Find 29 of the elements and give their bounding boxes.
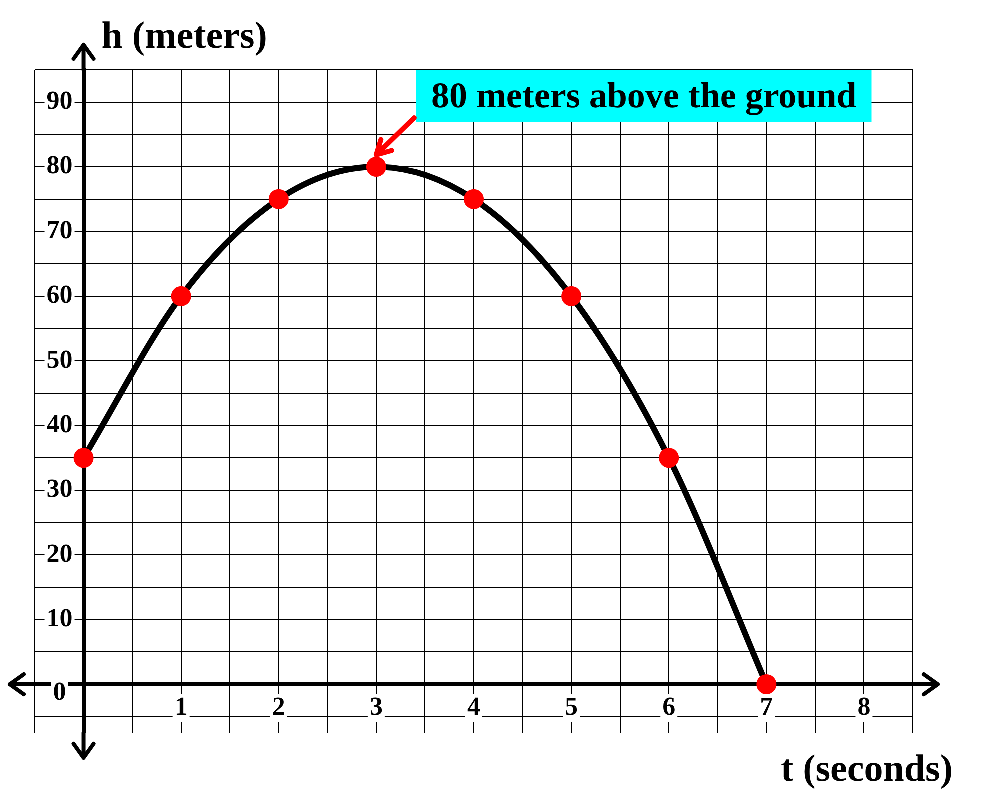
x-tick-label: 2 [272,692,286,722]
x-tick-label: 5 [565,692,578,722]
y-tick-label: 20 [46,538,73,568]
point [268,189,289,210]
y-tick-label: 80 [46,150,73,180]
point [171,286,192,306]
y-tick-label: 50 [46,344,73,374]
y-tick-label: 10 [46,604,73,633]
point [659,448,680,468]
y-axis-title: h (meters) [102,14,268,57]
x-tick-label: 8 [858,692,871,722]
x-axis-title: t (seconds) [780,748,953,790]
point [756,674,777,694]
point [464,189,484,210]
point [366,157,386,178]
y-tick-label: 90 [46,86,73,116]
point [74,448,94,468]
y-tick-label: 30 [46,474,73,504]
x-tick-label: 4 [468,692,480,722]
y-tick-label: 0 [53,677,66,706]
y-tick-label: 60 [46,280,73,310]
y-tick-label: 70 [46,215,73,244]
x-tick-label: 1 [174,692,188,722]
annotation: 80 meters above the ground [431,75,857,116]
x-tick-label: 6 [662,692,676,722]
y-tick-label: 40 [46,409,73,438]
point [562,286,582,306]
x-tick-label: 3 [370,692,383,722]
x-tick-label: 7 [760,692,774,722]
